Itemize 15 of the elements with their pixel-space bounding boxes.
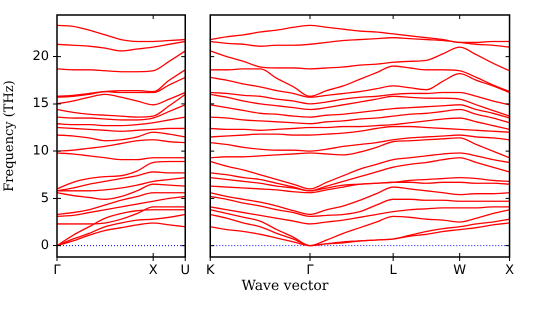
x-tick-label: K — [206, 263, 215, 278]
y-tick-label: 10 — [32, 144, 49, 158]
y-tick-label: 0 — [40, 238, 49, 254]
x-tick-label: X — [505, 263, 514, 278]
y-tick-label: 15 — [32, 96, 49, 112]
x-axis-title: Wave vector — [240, 278, 330, 294]
y-axis-title: Frequency (THz) — [2, 80, 18, 192]
x-tick-label: U — [180, 263, 190, 278]
x-tick-label: W — [453, 263, 466, 278]
y-tick-label: 20 — [32, 48, 49, 64]
x-tick-label: X — [148, 263, 158, 278]
x-tick-label: Γ — [53, 263, 62, 278]
y-tick-label: 5 — [40, 190, 49, 206]
x-tick-label: Γ — [306, 263, 314, 278]
x-tick-label: L — [390, 263, 398, 278]
